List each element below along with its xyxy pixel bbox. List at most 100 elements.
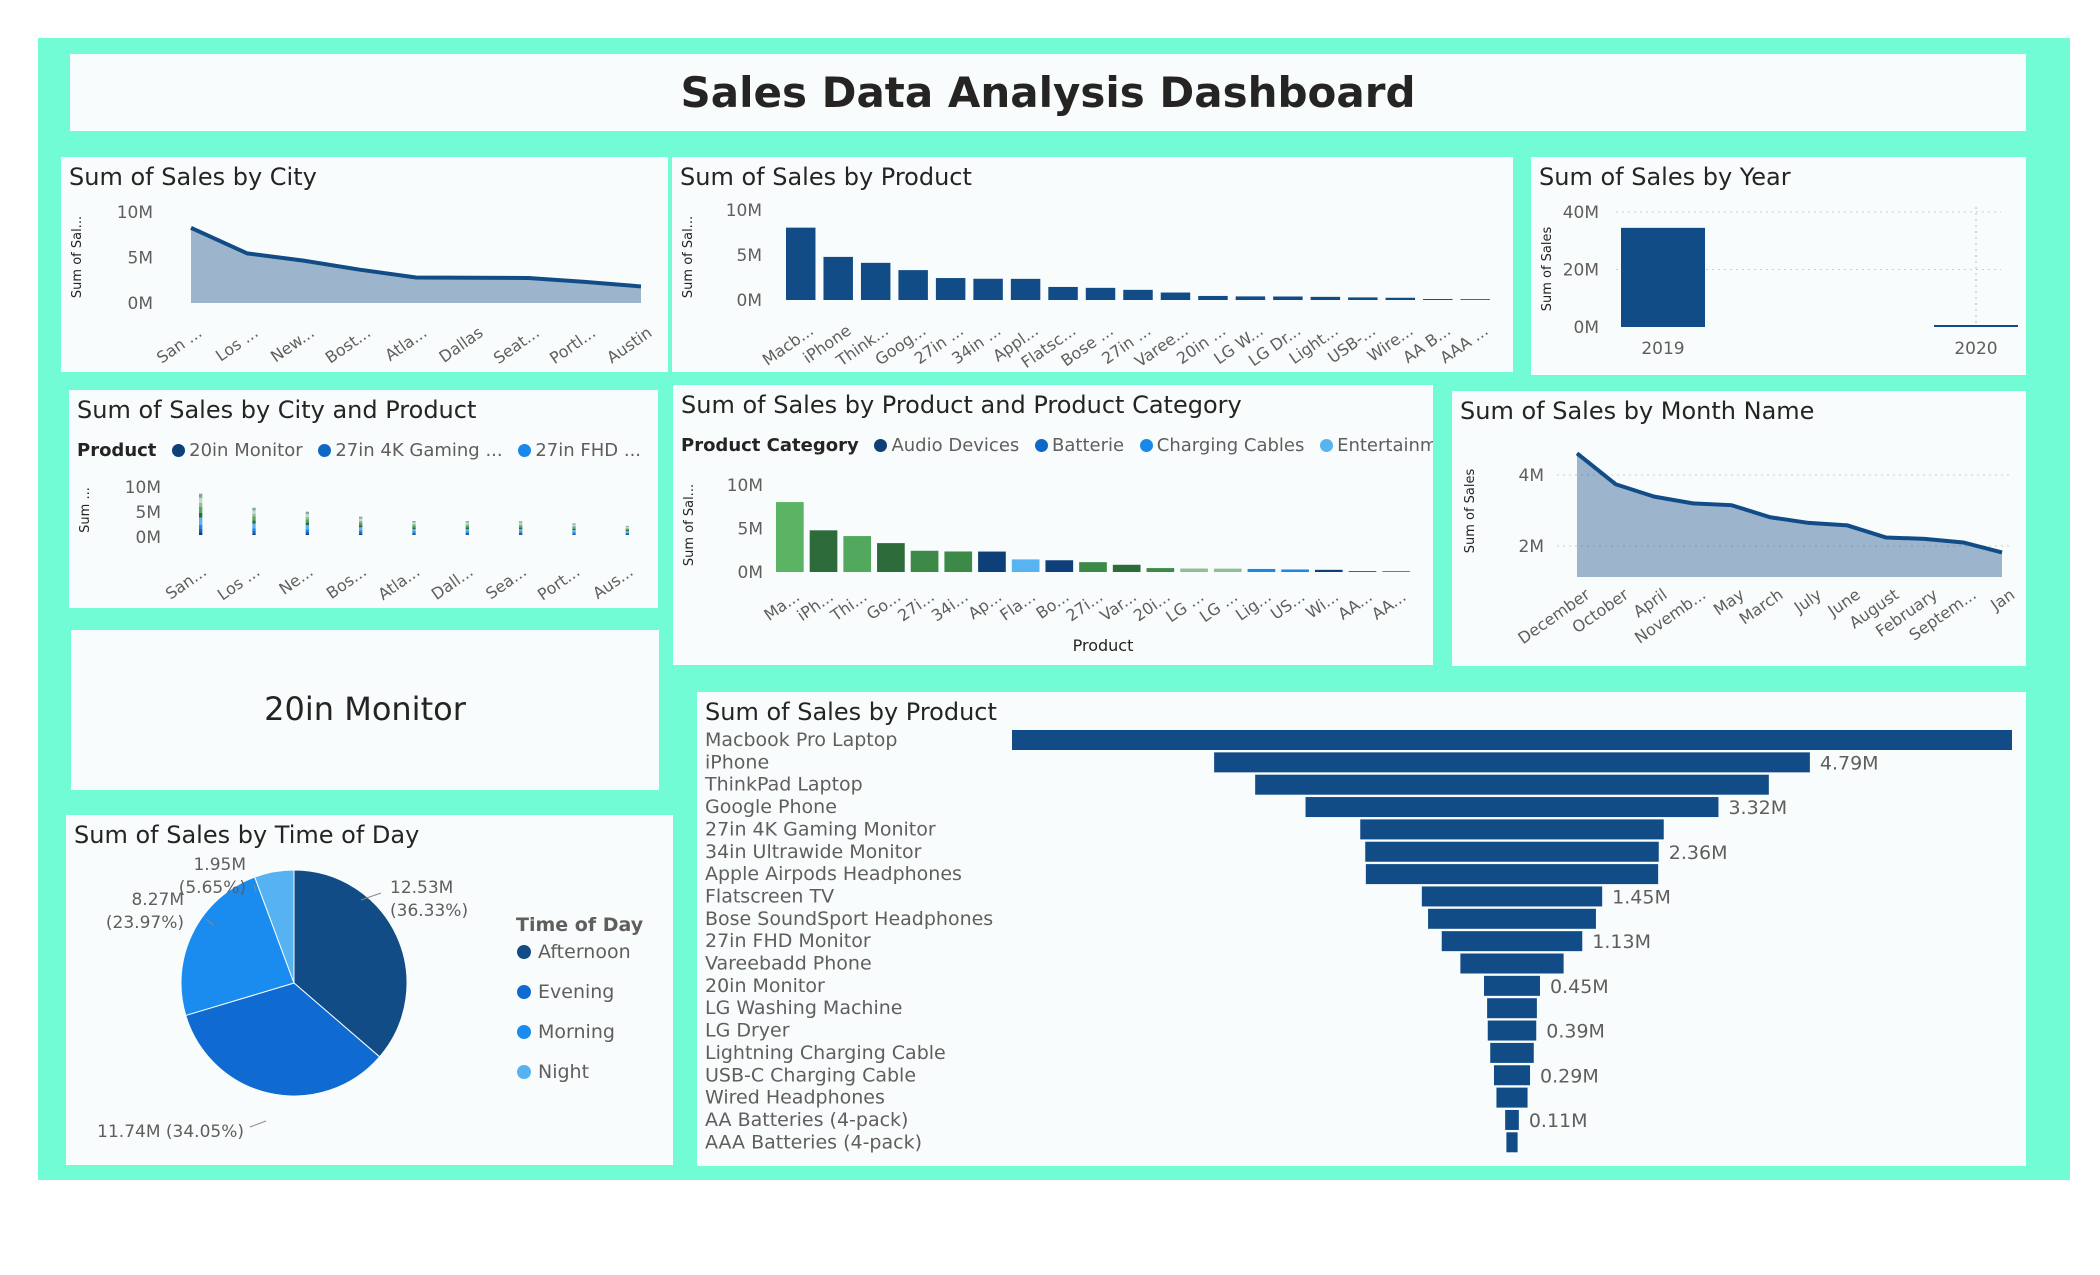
product-chart-panel[interactable]: Sum of Sales by Product 10M 5M 0M Sum of Sa… xyxy=(672,157,1513,372)
bar-segment xyxy=(519,532,523,535)
bar-segment xyxy=(519,525,523,528)
funnel-bar xyxy=(1493,1065,1531,1086)
legend-item[interactable]: Batterie xyxy=(1052,435,1125,456)
data-label: 8.27M xyxy=(131,890,184,910)
legend-item: Night xyxy=(538,1061,589,1083)
bar-segment xyxy=(305,516,309,520)
data-label: 3.32M xyxy=(1728,797,1787,819)
city-product-stacked-chart: 10M 5M 0M Sum ... San... Los ... Ne... Bos... At… xyxy=(78,478,637,604)
funnel-bar xyxy=(1305,797,1719,818)
bar-segment xyxy=(252,530,256,534)
chart-legend[interactable]: Product 20in Monitor 27in 4K Gaming ... … xyxy=(77,440,658,461)
y-tick-label: 10M xyxy=(726,201,762,221)
bar xyxy=(1314,569,1343,572)
funnel-category-label: 34in Ultrawide Monitor xyxy=(705,841,922,863)
legend-item[interactable]: Entertainm... xyxy=(1337,435,1433,456)
bar-segment xyxy=(625,525,629,527)
funnel-category-label: Macbook Pro Laptop xyxy=(705,729,897,751)
legend-item[interactable]: 27in FHD ... xyxy=(535,440,642,461)
bar xyxy=(1048,286,1078,300)
x-tick-label: Ne... xyxy=(275,562,316,599)
bar xyxy=(1123,289,1153,300)
bar-segment xyxy=(465,522,469,525)
data-label: 12.53M xyxy=(390,878,453,898)
city-product-chart-panel[interactable]: Sum of Sales by City and Product Product… xyxy=(69,390,658,608)
x-tick-label: Seat... xyxy=(490,323,543,368)
x-tick-label: AA... xyxy=(1368,587,1409,624)
bar xyxy=(1621,227,1705,327)
bar-segment xyxy=(625,532,629,534)
bar-segment xyxy=(465,524,469,526)
data-label: (36.33%) xyxy=(390,901,468,921)
bar xyxy=(877,543,905,572)
bar xyxy=(1085,287,1116,300)
chart-legend[interactable]: Product Category Audio Devices Batterie … xyxy=(681,435,1433,456)
bar xyxy=(1247,568,1276,572)
funnel-category-label: Apple Airpods Headphones xyxy=(705,863,962,885)
bar-segment xyxy=(572,533,576,535)
bar xyxy=(843,536,872,572)
bar-segment xyxy=(305,511,309,515)
y-tick-label: 0M xyxy=(738,563,763,583)
bar-segment xyxy=(412,524,416,526)
x-tick-label: Portl... xyxy=(546,323,599,368)
funnel-category-label: Google Phone xyxy=(705,796,837,818)
chart-title: Sum of Sales by City xyxy=(69,163,317,191)
city-area-chart: 10M 5M 0M Sum of Sal... San ... Los ... New...… xyxy=(70,203,655,368)
bar-segment xyxy=(412,531,416,533)
bar-segment xyxy=(252,513,256,517)
x-tick-label: AA... xyxy=(1334,587,1375,624)
bar-segment xyxy=(359,530,363,533)
chart-title: Sum of Sales by Product xyxy=(705,698,997,726)
bar-segment xyxy=(199,517,203,525)
bar-segment xyxy=(572,525,576,528)
dashboard-header: Sales Data Analysis Dashboard xyxy=(70,54,2026,131)
city-chart-panel[interactable]: Sum of Sales by City 10M 5M 0M Sum of Sal..… xyxy=(61,157,668,372)
funnel-bar xyxy=(1428,908,1596,929)
product-funnel-panel[interactable]: Sum of Sales by Product Macbook Pro Lapt… xyxy=(697,692,2026,1166)
year-chart-panel[interactable]: Sum of Sales by Year 40M 20M 0M Sum of Sale… xyxy=(1531,157,2026,375)
bar xyxy=(1385,297,1416,300)
time-of-day-chart-panel[interactable]: Sum of Sales by Time of Day 12.53M (36.33… xyxy=(66,815,673,1165)
legend-item[interactable]: 27in 4K Gaming ... xyxy=(335,440,503,461)
funnel-bar xyxy=(1255,774,1769,795)
legend-swatch xyxy=(1035,439,1049,452)
bar-segment xyxy=(199,524,203,529)
bar-segment xyxy=(625,534,629,535)
legend-item[interactable]: Audio Devices xyxy=(891,435,1020,456)
month-chart-panel[interactable]: Sum of Sales by Month Name 4M 2M Sum of Sa… xyxy=(1452,391,2026,666)
chart-title: Sum of Sales by City and Product xyxy=(77,396,477,424)
x-tick-label: Wi... xyxy=(1302,587,1342,623)
legend-item[interactable]: Charging Cables xyxy=(1156,435,1305,456)
funnel-bar xyxy=(1487,1020,1537,1041)
legend-item[interactable]: 20in Monitor xyxy=(189,440,303,461)
bar-segment xyxy=(519,522,523,525)
bar-segment xyxy=(412,527,416,530)
funnel-category-label: USB-C Charging Cable xyxy=(705,1064,916,1086)
funnel-category-label: iPhone xyxy=(705,751,769,773)
bar-segment xyxy=(252,523,256,529)
legend-swatch xyxy=(318,444,332,457)
x-tick-label: March xyxy=(1736,585,1787,629)
x-tick-label: Bost... xyxy=(322,323,374,368)
product-category-chart-panel[interactable]: Sum of Sales by Product and Product Cate… xyxy=(673,385,1433,665)
bar xyxy=(1160,292,1191,300)
x-tick-label: Jan xyxy=(1986,585,2018,615)
funnel-category-label: Wired Headphones xyxy=(705,1087,885,1109)
bar-segment xyxy=(625,530,629,532)
x-tick-label: Var... xyxy=(1096,587,1140,625)
funnel-bar xyxy=(1506,1132,1518,1153)
bar xyxy=(973,278,1003,300)
y-tick-label: 2M xyxy=(1519,537,1544,557)
data-label: 0.39M xyxy=(1546,1021,1605,1043)
bar xyxy=(1281,569,1309,572)
bar-segment xyxy=(252,520,256,524)
y-tick-label: 5M xyxy=(128,249,153,269)
funnel-category-label: 20in Monitor xyxy=(705,975,825,997)
y-tick-label: 10M xyxy=(117,203,153,223)
leader-line xyxy=(360,892,382,901)
product-card[interactable]: 20in Monitor xyxy=(71,630,659,790)
pie-slice xyxy=(293,869,408,1058)
legend-swatch xyxy=(517,945,531,959)
x-tick-label: 2019 xyxy=(1641,339,1684,359)
